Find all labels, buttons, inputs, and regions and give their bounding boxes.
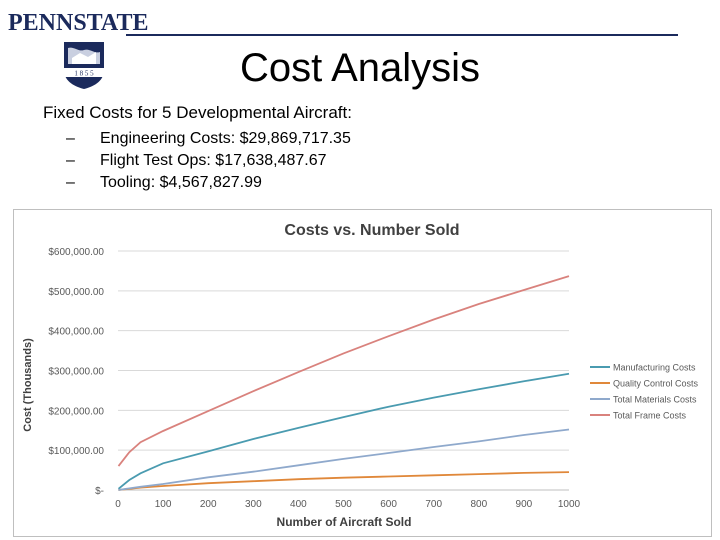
legend-entry: Total Frame Costs	[613, 411, 687, 421]
chart-grid	[118, 250, 569, 451]
bullet-text: Flight Test Ops: $17,638,487.67	[100, 152, 327, 169]
bullet-item: – Engineering Costs: $29,869,717.35	[66, 128, 351, 150]
chart-title: Costs vs. Number Sold	[284, 222, 459, 239]
chart-axes: $- $100,000.00 $200,000.00 $300,000.00 $400,…	[48, 247, 580, 510]
y-tick-label: $600,000.00	[48, 247, 104, 258]
penn-state-shield-icon: 1 8 5 5	[64, 42, 104, 89]
bullet-text: Tooling: $4,567,827.99	[100, 174, 262, 191]
bullet-marker: –	[66, 130, 75, 147]
legend-entry: Quality Control Costs	[613, 379, 699, 389]
legend-entry: Total Materials Costs	[613, 395, 697, 405]
y-axis-label: Cost (Thousands)	[22, 338, 34, 432]
x-axis-label: Number of Aircraft Sold	[277, 515, 412, 529]
y-tick-label: $300,000.00	[48, 367, 104, 378]
x-tick-label: 500	[335, 499, 352, 510]
series-line-total-frame-costs	[117, 275, 570, 467]
cost-chart: $- $100,000.00 $200,000.00 $300,000.00 $400,…	[13, 209, 712, 537]
shield-year: 1 8 5 5	[74, 70, 94, 78]
x-tick-label: 100	[155, 499, 172, 510]
header-rule	[126, 34, 678, 36]
chart-legend: Manufacturing Costs Quality Control Costs…	[590, 363, 699, 421]
bullet-item: – Tooling: $4,567,827.99	[66, 172, 351, 194]
intro-text: Fixed Costs for 5 Developmental Aircraft…	[43, 103, 352, 122]
x-tick-label: 800	[470, 499, 487, 510]
bullet-marker: –	[66, 174, 75, 191]
x-tick-label: 900	[516, 499, 533, 510]
legend-entry: Manufacturing Costs	[613, 363, 696, 373]
x-tick-label: 0	[115, 499, 121, 510]
y-tick-label: $-	[95, 486, 104, 497]
x-tick-label: 700	[425, 499, 442, 510]
chart-svg: $- $100,000.00 $200,000.00 $300,000.00 $400,…	[22, 222, 699, 529]
x-tick-label: 1000	[558, 499, 581, 510]
y-tick-label: $200,000.00	[48, 406, 104, 417]
bullet-text: Engineering Costs: $29,869,717.35	[100, 130, 351, 147]
penn-state-logo: PENNSTATE	[8, 10, 148, 36]
series-line-manufacturing-costs	[117, 372, 570, 490]
x-tick-label: 300	[245, 499, 262, 510]
logo-wordmark: PENNSTATE	[8, 10, 149, 36]
y-tick-label: $100,000.00	[48, 446, 104, 457]
slide-title: Cost Analysis	[239, 46, 481, 90]
chart-series	[117, 275, 570, 491]
cost-bullet-list: – Engineering Costs: $29,869,717.35 – Flig…	[66, 128, 351, 194]
bullet-marker: –	[66, 152, 75, 169]
x-tick-label: 200	[200, 499, 217, 510]
x-tick-label: 600	[380, 499, 397, 510]
x-tick-label: 400	[290, 499, 307, 510]
y-tick-label: $500,000.00	[48, 287, 104, 298]
bullet-item: – Flight Test Ops: $17,638,487.67	[66, 150, 351, 172]
y-tick-label: $400,000.00	[48, 327, 104, 338]
series-line-total-materials-costs	[118, 428, 570, 491]
